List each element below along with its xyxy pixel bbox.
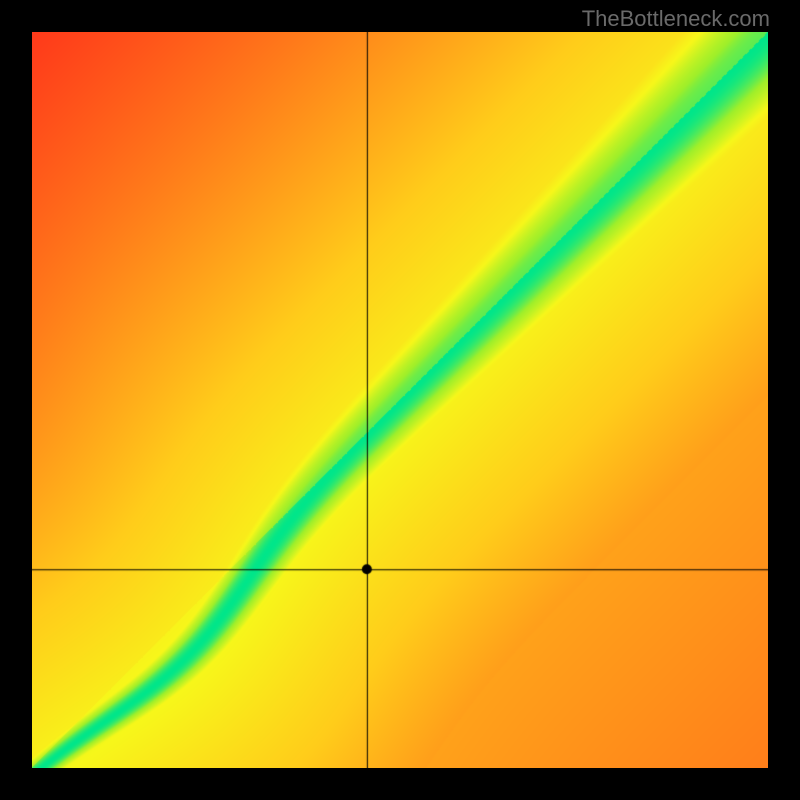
heatmap-plot xyxy=(32,32,768,768)
watermark-text: TheBottleneck.com xyxy=(582,6,770,32)
heatmap-canvas xyxy=(32,32,768,768)
chart-container: TheBottleneck.com xyxy=(0,0,800,800)
